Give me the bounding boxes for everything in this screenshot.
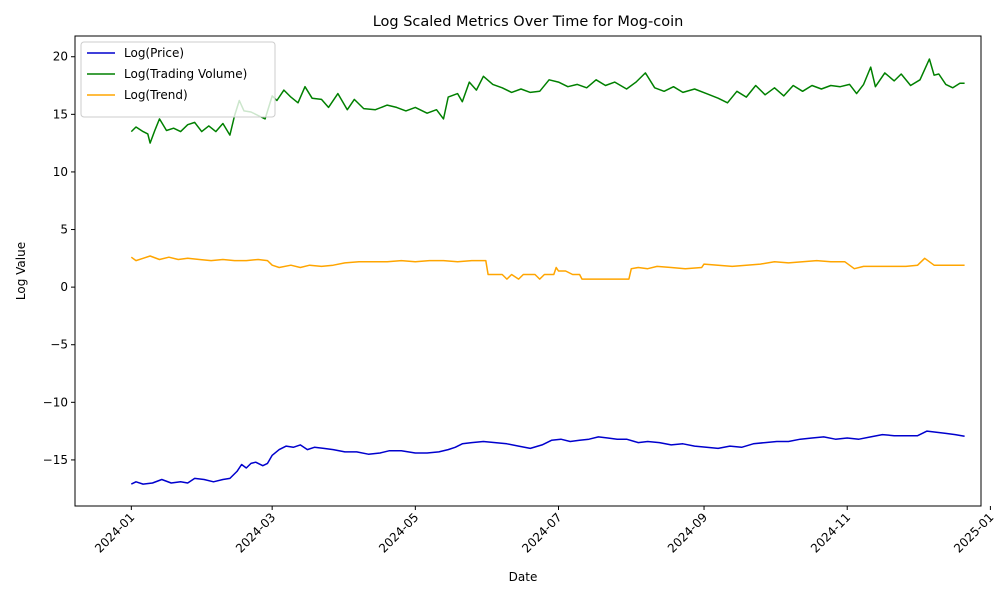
y-tick-label: 10 — [53, 165, 68, 179]
y-axis: 20 15 10 5 0 −5 −10 −15 — [43, 50, 75, 467]
y-tick-label: 0 — [60, 280, 68, 294]
legend-label-2: Log(Trading Volume) — [124, 67, 247, 81]
chart-title: Log Scaled Metrics Over Time for Mog-coi… — [373, 14, 684, 30]
y-tick-label: −5 — [50, 338, 68, 352]
y-tick-label: 20 — [53, 50, 68, 64]
y-tick-label: 15 — [53, 107, 68, 121]
legend-label-1: Log(Price) — [124, 46, 184, 60]
y-tick-label: 5 — [60, 223, 68, 237]
y-tick-label: −15 — [43, 453, 68, 467]
legend-box — [80, 41, 276, 118]
legend-label-3: Log(Trend) — [124, 88, 188, 102]
series-line-1 — [130, 430, 965, 485]
legend: Log(Price) Log(Trading Volume) Log(Trend) — [80, 41, 276, 118]
y-axis-label: Log Value — [14, 242, 28, 300]
axes-frame — [74, 35, 982, 507]
x-axis-label: Date — [509, 570, 538, 584]
y-tick-label: −10 — [43, 395, 68, 409]
series-line-3 — [130, 255, 965, 280]
